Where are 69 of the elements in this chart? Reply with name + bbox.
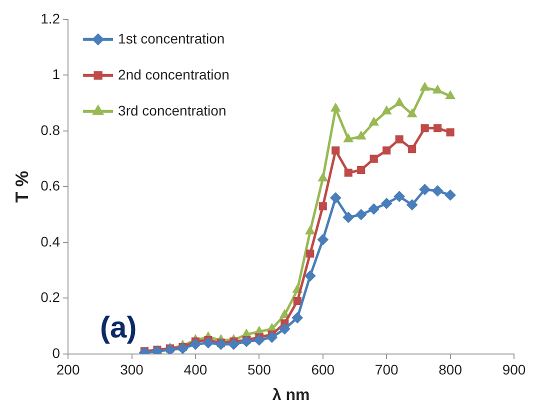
point <box>394 190 405 202</box>
point <box>293 296 302 306</box>
point <box>394 98 404 106</box>
point <box>305 226 315 234</box>
point <box>382 106 392 114</box>
point <box>420 82 430 91</box>
point <box>330 192 342 204</box>
x-tick-label: 800 <box>438 361 462 378</box>
x-tick-label: 200 <box>56 361 80 378</box>
point <box>368 204 380 215</box>
legend-label: 1st concentration <box>118 30 225 46</box>
point <box>356 131 366 140</box>
point <box>434 124 442 132</box>
y-tick-label: 1 <box>52 66 60 82</box>
point <box>369 117 379 126</box>
point <box>228 338 240 350</box>
point <box>279 323 290 334</box>
y-tick-label: 1.2 <box>40 10 60 26</box>
y-tick-label: 0.8 <box>40 122 60 138</box>
point <box>445 90 456 100</box>
point <box>357 166 366 174</box>
point <box>254 334 265 346</box>
point <box>370 154 378 163</box>
point <box>215 338 226 350</box>
point <box>306 250 314 258</box>
point <box>240 336 252 347</box>
point <box>342 212 354 223</box>
point <box>446 128 454 136</box>
point <box>444 190 456 201</box>
point <box>177 342 188 354</box>
point <box>408 145 416 154</box>
point <box>344 168 352 177</box>
point <box>432 85 442 94</box>
x-tick-label: 900 <box>502 361 526 378</box>
point <box>190 338 201 350</box>
point <box>395 135 404 144</box>
x-tick-label: 600 <box>311 361 335 378</box>
y-tick-label: 0.4 <box>40 233 60 250</box>
point <box>344 134 354 142</box>
point <box>381 198 392 209</box>
point <box>317 234 328 246</box>
y-tick-label: 0.2 <box>40 289 60 306</box>
legend-label: 3rd concentration <box>118 102 226 118</box>
x-axis-title: λ nm <box>272 386 310 404</box>
annotation: (a) <box>100 311 137 344</box>
point <box>266 332 278 343</box>
point <box>318 172 328 182</box>
y-tick-label: 0.6 <box>40 178 60 194</box>
point <box>419 184 430 195</box>
y-tick-label: 0 <box>52 344 60 361</box>
point <box>280 309 290 318</box>
point <box>432 185 444 196</box>
x-tick-label: 500 <box>248 361 272 378</box>
point <box>332 146 340 154</box>
point <box>292 312 303 324</box>
legend-label: 2nd concentration <box>118 66 230 82</box>
point <box>382 146 391 154</box>
point <box>202 337 214 348</box>
x-tick-label: 700 <box>374 361 398 378</box>
x-tick-label: 300 <box>120 361 144 378</box>
point <box>304 270 316 282</box>
y-axis-title: T % <box>12 170 32 203</box>
point <box>318 202 327 210</box>
point <box>356 209 367 220</box>
point <box>407 108 417 118</box>
point <box>420 124 429 132</box>
x-tick-label: 400 <box>184 361 208 378</box>
point <box>406 199 418 210</box>
point <box>330 103 340 112</box>
